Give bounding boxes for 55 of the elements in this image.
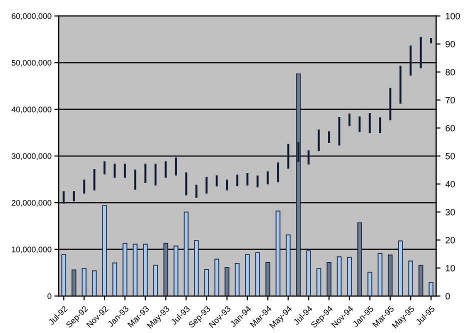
y-tick-label: 60,000,000 <box>12 13 52 20</box>
bar <box>336 256 342 296</box>
bar <box>61 254 66 296</box>
bar <box>316 268 322 296</box>
y2-tick-label: 30 <box>446 208 455 216</box>
y2-tick-label: 100 <box>446 12 460 20</box>
bar <box>408 260 414 296</box>
bar <box>378 253 382 296</box>
y2-tick-label: 50 <box>446 152 455 160</box>
bar <box>122 242 128 296</box>
bar <box>276 210 280 296</box>
y2-tick-label: 10 <box>446 265 455 272</box>
bar <box>286 234 291 296</box>
bar <box>398 240 403 296</box>
y-tick-label: 0 <box>48 293 52 300</box>
bar <box>357 222 362 296</box>
bar <box>92 270 97 296</box>
bar <box>132 244 138 296</box>
bar <box>163 242 168 296</box>
bar <box>255 252 260 296</box>
bar <box>418 264 424 296</box>
bar <box>153 264 158 296</box>
y-tick-label: 10,000,000 <box>12 246 52 254</box>
bar <box>82 268 86 296</box>
bar <box>174 246 178 296</box>
bar <box>214 258 220 296</box>
y-tick-label: 40,000,000 <box>12 106 52 114</box>
bar <box>296 73 301 296</box>
bar <box>265 262 270 296</box>
bar <box>224 267 230 296</box>
bar <box>245 254 250 296</box>
bar <box>347 256 352 296</box>
y2-tick-label: 70 <box>446 96 455 104</box>
y2-tick-label: 90 <box>446 40 455 48</box>
y2-tick-label: 40 <box>445 180 455 188</box>
y2-tick-label: 80 <box>446 68 455 76</box>
y-tick-label: 20,000,000 <box>12 200 52 207</box>
bar <box>112 262 118 296</box>
y2-tick-label: 60 <box>446 124 455 132</box>
bar <box>428 282 434 296</box>
bar <box>204 269 209 296</box>
bar <box>388 254 393 296</box>
y-tick-label: 30,000,000 <box>12 153 52 160</box>
bar <box>102 205 107 296</box>
bar <box>194 240 199 296</box>
y-tick-label: 50,000,000 <box>12 60 52 67</box>
bar <box>367 272 372 296</box>
bar <box>143 244 148 296</box>
y2-tick-label: 20 <box>446 236 455 244</box>
bar <box>72 269 76 296</box>
bar <box>306 250 311 296</box>
bar <box>184 212 189 296</box>
bar <box>234 262 240 296</box>
y2-tick-label: 0 <box>446 293 450 300</box>
bar <box>326 262 332 296</box>
